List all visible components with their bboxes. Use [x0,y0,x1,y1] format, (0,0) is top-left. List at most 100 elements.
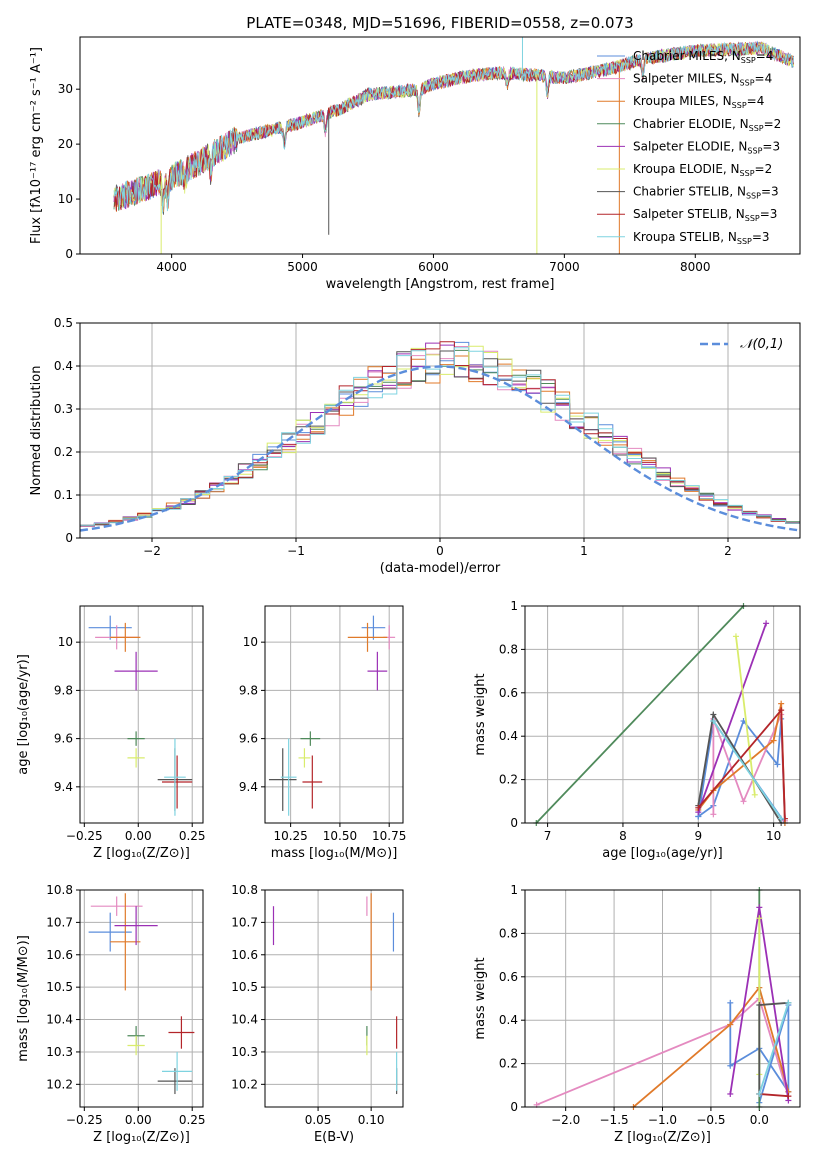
x-axis-label: Z [log₁₀(Z/Z⊙)] [93,846,190,861]
y-tick-label: 0.8 [499,926,518,940]
y-axis-label: mass weight [473,957,488,1039]
weight-series-line [729,1002,790,1103]
weight-series-line [758,1002,790,1095]
y-tick-label: 1 [510,883,518,897]
plot-frame [264,889,404,1108]
x-tick-label: −1.0 [648,1113,677,1127]
y-tick-label: 10.7 [46,915,73,929]
y-tick-label: 10.3 [231,1045,258,1059]
x-tick-label: 5000 [287,260,318,274]
x-tick-label: 8 [619,829,627,843]
weight-series-line [535,606,745,823]
legend-label: 𝒩(0,1) [740,337,783,352]
y-tick-label: 0.6 [499,686,518,700]
y-tick-label: 10.5 [46,980,73,994]
x-tick-label: −0.5 [696,1113,725,1127]
y-tick-label: 9.8 [54,683,73,697]
x-tick-label: 0.25 [179,1113,206,1127]
y-tick-label: 10 [243,635,258,649]
y-axis-label: mass [log₁₀(M/M⊙)] [16,935,31,1062]
legend-label: Kroupa STELIB, NSSP=3 [633,230,770,246]
y-tick-label: 0.4 [499,1013,518,1027]
weights-vs-age-panel: 7 8 9 10 0 0.2 0.4 0.6 0.8 1 age [log₁₀(age/yr)] ma… [473,599,801,861]
y-tick-label: 10.6 [231,948,258,962]
residuals-panel: −2 −1 0 1 2 0 0.1 0.2 0.3 0.4 0.5 (data-model)/erro… [29,316,801,576]
y-tick-label: 10.8 [231,883,258,897]
weight-series-line [697,623,767,813]
weights-vs-Z-panel: −2.0 −1.5 −1.0 −0.5 0.0 0 0.2 0.4 0.6 0.8 1 Z [log₁… [473,883,801,1145]
plot-frame [79,889,204,1108]
x-tick-label: −2 [143,544,161,558]
y-tick-label: 10.2 [231,1077,258,1091]
spectrum-panel: 4000 5000 6000 7000 8000 0 10 20 30 wavelength [A… [29,36,801,292]
legend-label: Salpeter MILES, NSSP=4 [633,72,772,88]
x-tick-label: 2 [724,544,732,558]
y-tick-label: 9.4 [239,780,258,794]
plot-frame [524,605,801,824]
y-tick-label: 1 [510,599,518,613]
x-axis-label: wavelength [Angstrom, rest frame] [326,277,555,292]
y-tick-label: 0 [65,247,73,261]
y-tick-label: 10 [58,192,73,206]
x-tick-label: −1 [287,544,305,558]
y-axis-label: Normed distribution [29,366,44,496]
y-tick-label: 0.3 [54,402,73,416]
x-tick-label: 0.10 [358,1113,385,1127]
x-tick-label: 0.25 [179,829,206,843]
y-tick-label: 10.3 [46,1045,73,1059]
y-tick-label: 0.2 [54,445,73,459]
y-tick-label: 0.6 [499,970,518,984]
plot-frame [524,889,801,1108]
spectrum-legend: Chabrier MILES, NSSP=4 Salpeter MILES, NS… [597,49,781,246]
weight-series-line [712,720,782,820]
residuals-legend: 𝒩(0,1) [700,337,783,352]
x-tick-label: 9 [694,829,702,843]
y-tick-label: 0.8 [499,642,518,656]
spectrum-series-line [113,41,794,214]
x-tick-label: 4000 [156,260,187,274]
x-tick-label: 6000 [418,260,449,274]
x-axis-label: Z [log₁₀(Z/Z⊙)] [614,1130,711,1145]
y-tick-label: 0 [510,1100,518,1114]
y-axis-label: age [log₁₀(age/yr)] [16,654,31,775]
legend-label: Chabrier ELODIE, NSSP=2 [633,117,781,133]
legend-label: Chabrier STELIB, NSSP=3 [633,185,779,201]
plot-frame [79,36,801,255]
x-tick-label: 0.00 [125,829,152,843]
y-axis-label: Flux [fλ10⁻¹⁷ erg cm⁻² s⁻¹ A⁻¹] [29,47,44,244]
legend-label: Salpeter STELIB, NSSP=3 [633,207,777,223]
weight-series-line [735,636,756,795]
y-tick-label: 9.6 [54,732,73,746]
x-axis-label: Z [log₁₀(Z/Z⊙)] [93,1130,190,1145]
y-tick-label: 10.4 [231,1013,258,1027]
mass-vs-Z-panel: −0.25 0.00 0.25 10.2 10.3 10.4 10.5 10.6 10.7 10.… [16,883,206,1145]
age-vs-Z-panel: −0.25 0.00 0.25 9.4 9.6 9.8 10 Z [log₁₀(Z/Z⊙)] a… [16,605,206,861]
legend-label: Kroupa ELODIE, NSSP=2 [633,162,772,178]
x-tick-label: 0.00 [125,1113,152,1127]
legend-label: Salpeter ELODIE, NSSP=3 [633,139,780,155]
x-axis-label: (data-model)/error [380,561,501,576]
x-tick-label: 8000 [680,260,711,274]
y-tick-label: 0 [65,531,73,545]
x-tick-label: −1.5 [600,1113,629,1127]
x-tick-label: 1 [580,544,588,558]
y-tick-label: 9.8 [239,683,258,697]
x-tick-label: 10 [766,829,781,843]
legend-label: Chabrier MILES, NSSP=4 [633,49,773,65]
normal-reference-curve [80,365,800,532]
y-tick-label: 0.2 [499,1057,518,1071]
x-tick-label: 0 [436,544,444,558]
y-tick-label: 30 [58,82,73,96]
plot-frame [79,605,204,824]
y-tick-label: 10.8 [46,883,73,897]
plot-frame [79,322,801,539]
y-tick-label: 10.5 [231,980,258,994]
weight-series-line [759,1093,789,1098]
y-tick-label: 10.7 [231,915,258,929]
y-tick-label: 10 [58,635,73,649]
x-tick-label: 7 [544,829,552,843]
y-tick-label: 9.4 [54,780,73,794]
y-axis-label: mass weight [473,673,488,755]
y-tick-label: 0.2 [499,773,518,787]
